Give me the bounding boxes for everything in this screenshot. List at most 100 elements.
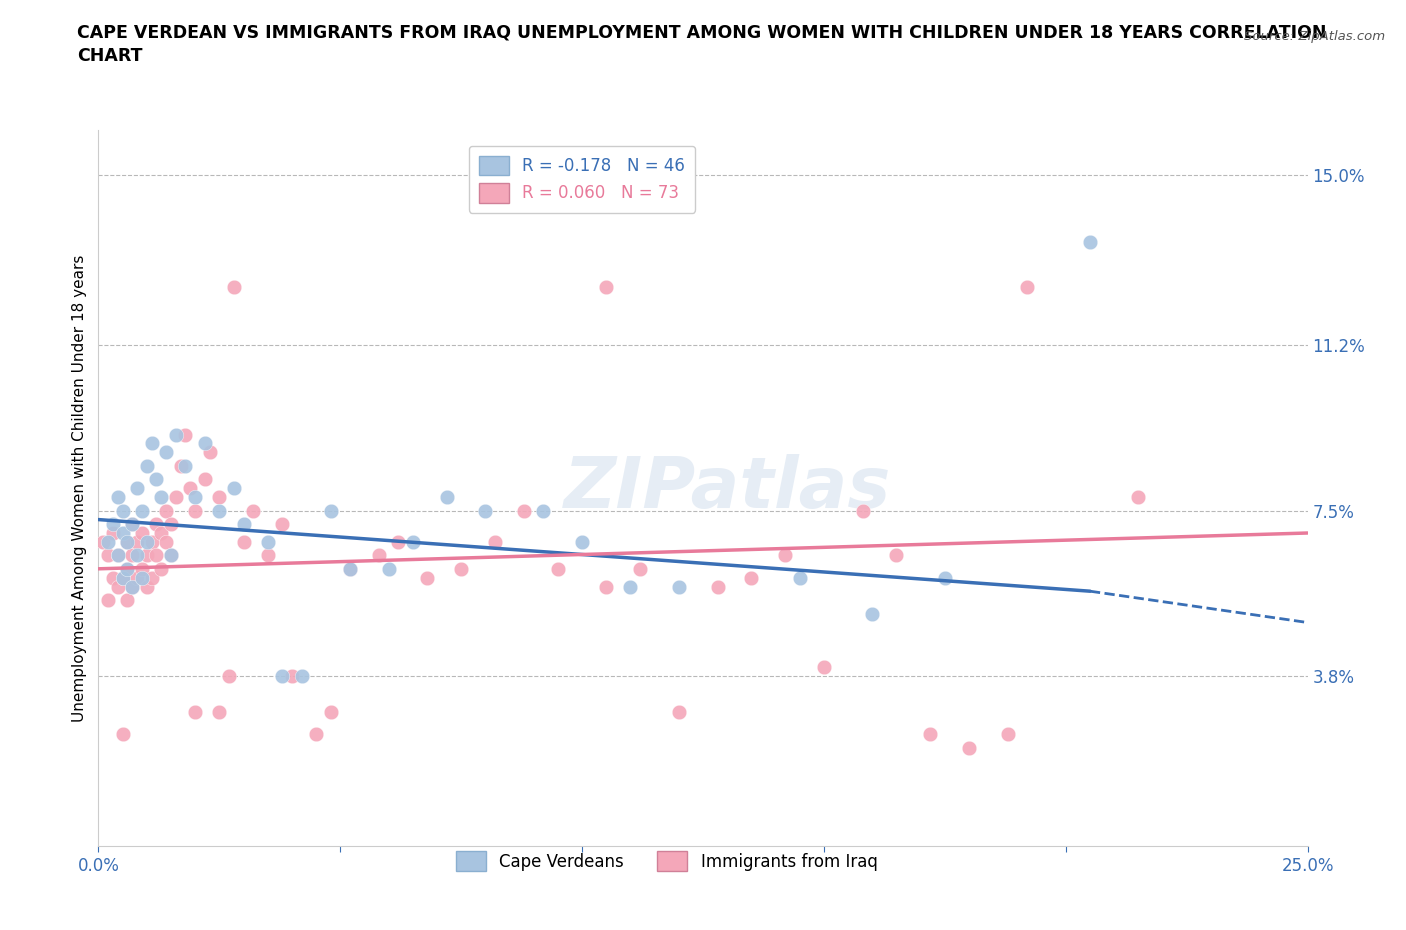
Point bbox=[150, 562, 173, 577]
Y-axis label: Unemployment Among Women with Children Under 18 years: Unemployment Among Women with Children U… bbox=[72, 255, 87, 722]
Text: ZIPatlas: ZIPatlas bbox=[564, 454, 891, 523]
Point bbox=[127, 570, 149, 585]
Point bbox=[165, 490, 187, 505]
Point bbox=[121, 548, 143, 563]
Point bbox=[141, 535, 163, 550]
Point bbox=[131, 570, 153, 585]
Point bbox=[619, 579, 641, 594]
Point bbox=[117, 535, 139, 550]
Point bbox=[271, 517, 294, 532]
Point bbox=[920, 727, 942, 742]
Point bbox=[160, 548, 183, 563]
Point bbox=[155, 503, 177, 518]
Point bbox=[117, 562, 139, 577]
Point bbox=[218, 669, 240, 684]
Point bbox=[513, 503, 536, 518]
Point bbox=[595, 279, 617, 294]
Point bbox=[131, 525, 153, 540]
Point bbox=[208, 490, 231, 505]
Point bbox=[91, 535, 114, 550]
Point bbox=[127, 548, 149, 563]
Point bbox=[111, 525, 134, 540]
Point bbox=[184, 503, 207, 518]
Point bbox=[1078, 234, 1101, 249]
Point bbox=[740, 570, 762, 585]
Point bbox=[160, 548, 183, 563]
Point bbox=[117, 592, 139, 607]
Point bbox=[789, 570, 811, 585]
Point bbox=[150, 490, 173, 505]
Point bbox=[339, 562, 361, 577]
Point bbox=[135, 548, 157, 563]
Point bbox=[101, 517, 124, 532]
Point bbox=[271, 669, 294, 684]
Point bbox=[165, 427, 187, 442]
Point bbox=[222, 279, 245, 294]
Point bbox=[135, 579, 157, 594]
Point bbox=[402, 535, 425, 550]
Point bbox=[531, 503, 554, 518]
Point bbox=[135, 535, 157, 550]
Point bbox=[595, 579, 617, 594]
Point bbox=[184, 705, 207, 720]
Point bbox=[169, 458, 191, 473]
Point bbox=[150, 525, 173, 540]
Point bbox=[242, 503, 264, 518]
Point bbox=[232, 517, 254, 532]
Point bbox=[155, 445, 177, 460]
Point bbox=[208, 503, 231, 518]
Point bbox=[934, 570, 956, 585]
Point bbox=[155, 535, 177, 550]
Point bbox=[281, 669, 304, 684]
Point bbox=[208, 705, 231, 720]
Point bbox=[1015, 279, 1038, 294]
Point bbox=[198, 445, 221, 460]
Legend: Cape Verdeans, Immigrants from Iraq: Cape Verdeans, Immigrants from Iraq bbox=[450, 844, 884, 877]
Point bbox=[628, 562, 651, 577]
Point bbox=[121, 517, 143, 532]
Point bbox=[305, 727, 328, 742]
Point bbox=[179, 481, 201, 496]
Point bbox=[107, 579, 129, 594]
Point bbox=[1128, 490, 1150, 505]
Point bbox=[668, 705, 690, 720]
Point bbox=[387, 535, 409, 550]
Point bbox=[668, 579, 690, 594]
Point bbox=[957, 740, 980, 755]
Point bbox=[368, 548, 391, 563]
Point bbox=[131, 562, 153, 577]
Point bbox=[111, 570, 134, 585]
Point bbox=[256, 535, 278, 550]
Point bbox=[107, 548, 129, 563]
Point bbox=[107, 490, 129, 505]
Point bbox=[256, 548, 278, 563]
Point bbox=[232, 535, 254, 550]
Point bbox=[773, 548, 796, 563]
Point bbox=[319, 705, 342, 720]
Point bbox=[194, 436, 217, 451]
Point bbox=[416, 570, 439, 585]
Point bbox=[184, 490, 207, 505]
Point bbox=[706, 579, 728, 594]
Point bbox=[222, 481, 245, 496]
Point bbox=[547, 562, 569, 577]
Point bbox=[436, 490, 458, 505]
Point bbox=[319, 503, 342, 518]
Point bbox=[290, 669, 312, 684]
Point bbox=[101, 570, 124, 585]
Point bbox=[107, 548, 129, 563]
Point bbox=[97, 548, 120, 563]
Point bbox=[860, 606, 883, 621]
Text: CAPE VERDEAN VS IMMIGRANTS FROM IRAQ UNEMPLOYMENT AMONG WOMEN WITH CHILDREN UNDE: CAPE VERDEAN VS IMMIGRANTS FROM IRAQ UNE… bbox=[77, 23, 1327, 65]
Point bbox=[997, 727, 1019, 742]
Point bbox=[141, 570, 163, 585]
Point bbox=[160, 517, 183, 532]
Point bbox=[852, 503, 875, 518]
Point bbox=[121, 579, 143, 594]
Point bbox=[174, 427, 197, 442]
Point bbox=[135, 458, 157, 473]
Point bbox=[97, 592, 120, 607]
Point bbox=[813, 660, 835, 675]
Point bbox=[145, 472, 167, 486]
Point bbox=[101, 525, 124, 540]
